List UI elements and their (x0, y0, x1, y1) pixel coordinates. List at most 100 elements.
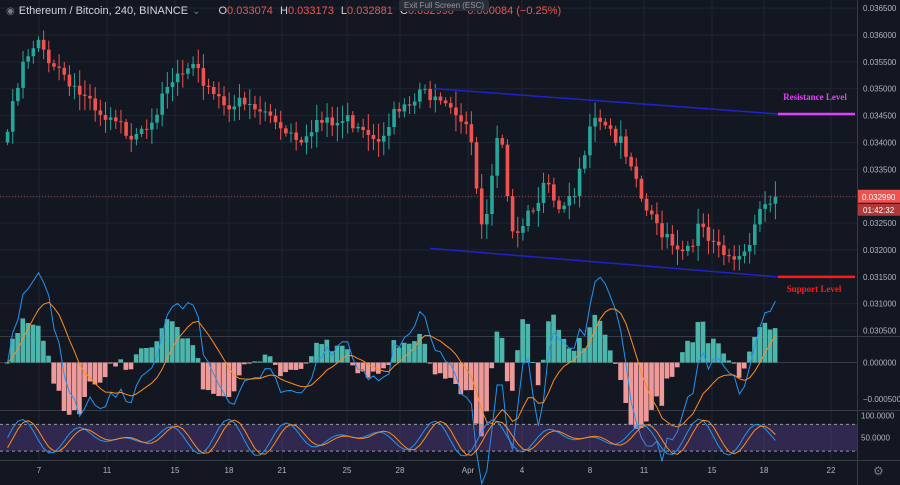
macd-hist-bar (257, 361, 263, 363)
macd-hist-bar (479, 362, 484, 437)
candle-body (701, 223, 706, 228)
support-trendline (429, 247, 779, 278)
candle (139, 125, 144, 138)
candle (335, 107, 340, 142)
candle (150, 108, 154, 144)
macd-hist-bar (293, 362, 299, 370)
macd-hist-bar (638, 362, 644, 429)
candle-body (294, 132, 298, 140)
candle-body (706, 227, 711, 241)
candle-body (660, 223, 664, 238)
candle (325, 103, 329, 137)
stoch-k-line (7, 418, 776, 457)
candle-body (16, 87, 20, 102)
candle (639, 175, 644, 202)
candle-body (242, 97, 247, 105)
symbol-label[interactable]: Ethereum / Bitcoin, 240, BINANCE (18, 5, 189, 17)
macd-hist-bar (551, 314, 556, 363)
candle (196, 49, 201, 83)
macd-hist-bar (561, 338, 567, 363)
candle-body (536, 202, 541, 211)
chevron-down-icon[interactable]: ⌄ (192, 5, 201, 17)
candle (485, 199, 489, 240)
candle-body (711, 240, 716, 242)
candle (387, 113, 391, 150)
candle-body (423, 88, 427, 90)
macd-hist-bar (520, 319, 525, 363)
candle (572, 188, 577, 205)
macd-hist-bar (113, 362, 118, 367)
candle-body (155, 114, 159, 123)
candle (160, 81, 164, 127)
candle (170, 68, 175, 102)
candle (675, 230, 680, 265)
candle-body (680, 249, 685, 252)
macd-hist-bar (659, 362, 665, 406)
time-tick-label: 11 (103, 466, 112, 475)
candle (608, 118, 613, 136)
macd-hist-bar (546, 321, 551, 363)
macd-hist-bar (515, 350, 520, 363)
candle (366, 114, 371, 151)
macd-hist-bar (540, 359, 546, 363)
macd-hist-bar (35, 325, 41, 363)
candle-body (438, 96, 443, 101)
candle (500, 134, 505, 149)
candle-body (196, 63, 201, 69)
gear-icon[interactable]: ⚙ (873, 464, 884, 478)
macd-hist-bar (623, 362, 629, 403)
time-tick-label: 25 (343, 466, 352, 475)
candle (418, 82, 422, 109)
macd-histogram (5, 314, 778, 437)
candle (722, 235, 726, 266)
macd-hist-bar (427, 362, 433, 364)
candle-body (387, 127, 391, 136)
candle (103, 102, 108, 133)
candle (345, 102, 350, 134)
candle (253, 95, 257, 118)
exit-fullscreen-toast[interactable]: Exit Full Screen (ESC) (399, 0, 490, 11)
candle (31, 40, 36, 64)
macd-tick-label: −0.000500 (863, 395, 900, 404)
candle (619, 120, 623, 159)
candle (474, 136, 479, 194)
macd-hist-bar (138, 348, 144, 363)
candle-body (180, 73, 185, 75)
candle-body (675, 245, 680, 250)
macd-hist-bar (618, 362, 623, 381)
macd-hist-bar (185, 338, 191, 363)
time-tick-label: 18 (225, 466, 234, 475)
candle-body (577, 168, 582, 197)
macd-hist-bar (25, 323, 31, 363)
candle-body (273, 115, 278, 123)
candle (603, 118, 608, 129)
candle-body (588, 126, 592, 156)
candle (588, 113, 592, 168)
candle (670, 225, 675, 255)
collapse-icon[interactable]: ◉ (6, 5, 15, 17)
candle-body (541, 182, 546, 203)
candle-body (144, 128, 149, 130)
macd-hist-bar (669, 362, 675, 377)
candle-body (521, 226, 525, 233)
candle (217, 81, 221, 109)
candle (134, 128, 139, 146)
macd-hist-bar (144, 347, 149, 363)
candle (376, 123, 381, 157)
time-tick-label: 18 (760, 466, 769, 475)
candle-body (747, 245, 752, 252)
candle (541, 172, 546, 214)
macd-hist-bar (705, 343, 711, 363)
macd-hist-bar (164, 319, 170, 363)
macd-hist-bar (412, 341, 417, 363)
macd-hist-bar (149, 347, 154, 363)
candle-body (119, 121, 123, 123)
candle (686, 241, 690, 256)
candle (629, 152, 633, 171)
time-tick-label: 11 (640, 466, 649, 475)
candle (314, 104, 319, 148)
candle-body (526, 210, 530, 227)
macd-hist-bar (396, 347, 402, 363)
candle-body (253, 104, 257, 110)
